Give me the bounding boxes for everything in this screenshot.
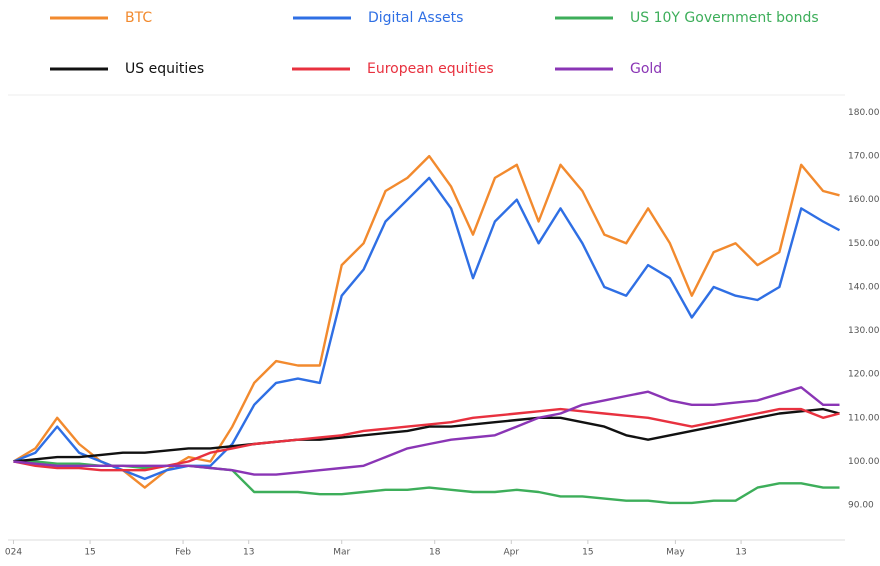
series-line <box>13 176 841 481</box>
legend-label: US equities <box>125 61 204 77</box>
legend-label: European equities <box>367 61 494 77</box>
legend-label: US 10Y Government bonds <box>630 10 819 26</box>
x-tick-label: Apr <box>504 548 520 558</box>
y-tick-label: 160.00 <box>848 195 880 205</box>
y-tick-label: 120.00 <box>848 370 880 380</box>
x-tick-label: 18 <box>429 548 441 558</box>
y-tick-label: 110.00 <box>848 413 880 423</box>
y-tick-label: 130.00 <box>848 326 880 336</box>
y-tick-label: 150.00 <box>848 239 880 249</box>
x-tick-label: 15 <box>582 548 593 558</box>
series-line <box>13 407 840 472</box>
x-tick-label: 15 <box>84 548 95 558</box>
x-tick-label: 13 <box>735 548 746 558</box>
y-tick-label: 140.00 <box>848 282 880 292</box>
series-line <box>13 386 840 476</box>
y-tick-label: 170.00 <box>848 152 880 162</box>
x-tick-label: 024 <box>5 548 22 558</box>
series-line <box>12 154 840 489</box>
x-tick-label: May <box>666 548 685 558</box>
legend-label: Gold <box>630 61 662 77</box>
y-tick-label: 90.00 <box>848 501 874 511</box>
x-tick-label: Mar <box>333 548 350 558</box>
series-line <box>13 460 840 505</box>
x-tick-label: 13 <box>243 548 254 558</box>
legend-label: Digital Assets <box>368 10 463 26</box>
series-line <box>13 407 840 463</box>
y-tick-label: 180.00 <box>848 108 880 118</box>
legend-label: BTC <box>125 10 152 26</box>
y-tick-label: 100.00 <box>848 457 880 467</box>
x-tick-label: Feb <box>175 548 191 558</box>
